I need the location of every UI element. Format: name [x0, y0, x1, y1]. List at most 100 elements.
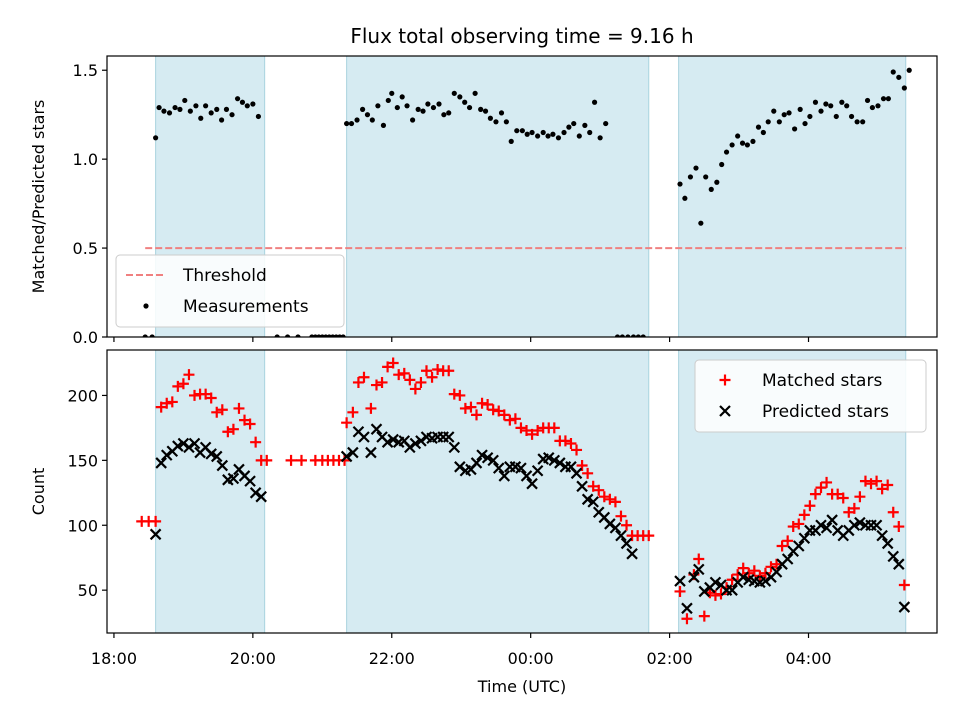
data-point — [493, 119, 499, 125]
data-point — [430, 104, 437, 111]
legend-box — [115, 254, 345, 328]
data-point — [744, 142, 750, 148]
data-point — [615, 529, 627, 542]
data-point — [348, 120, 355, 127]
y-tick-label: 1.5 — [73, 61, 98, 80]
data-point — [415, 106, 421, 112]
x-tick-label: 02:00 — [647, 649, 693, 668]
data-point — [809, 488, 821, 500]
data-point — [869, 104, 876, 111]
data-point — [504, 414, 516, 426]
data-point — [832, 488, 844, 500]
data-point — [177, 378, 189, 390]
data-point — [250, 436, 262, 448]
data-point — [771, 108, 777, 114]
data-point — [498, 470, 511, 482]
data-point — [409, 383, 421, 395]
data-point — [548, 422, 560, 434]
data-point — [609, 496, 621, 508]
data-point — [514, 128, 520, 134]
data-point — [681, 613, 693, 625]
data-point — [561, 129, 567, 136]
data-point — [587, 496, 599, 508]
data-point — [598, 491, 610, 503]
data-point — [432, 363, 444, 375]
data-point — [385, 97, 391, 104]
data-point — [172, 104, 178, 111]
data-point — [508, 138, 514, 144]
data-point — [382, 361, 394, 373]
data-point — [149, 528, 162, 541]
data-point — [177, 106, 183, 112]
data-point — [365, 402, 377, 414]
data-point — [843, 506, 855, 518]
data-point — [340, 450, 353, 463]
data-point — [597, 135, 603, 141]
data-point — [482, 108, 489, 114]
legend-box — [694, 359, 927, 433]
data-point — [415, 435, 427, 447]
data-point — [755, 124, 762, 130]
data-point — [526, 428, 538, 440]
data-point — [848, 113, 855, 120]
data-point — [759, 575, 772, 587]
data-point — [503, 119, 509, 125]
data-point — [630, 334, 637, 337]
data-point — [737, 562, 749, 574]
data-point — [604, 493, 616, 505]
data-point — [554, 457, 566, 469]
data-point — [687, 174, 694, 180]
data-point — [582, 122, 588, 128]
data-point — [182, 97, 188, 104]
data-point — [571, 444, 583, 456]
data-point — [404, 103, 410, 109]
data-point — [529, 129, 535, 136]
data-point — [540, 129, 546, 136]
data-point — [172, 380, 184, 392]
legend-label: Predicted stars — [762, 402, 889, 422]
data-point — [760, 129, 766, 136]
data-point — [515, 462, 527, 474]
data-point — [457, 94, 463, 100]
data-point — [765, 561, 777, 573]
data-point — [619, 334, 625, 337]
data-point — [470, 457, 483, 469]
data-point — [609, 522, 622, 534]
data-point — [887, 506, 899, 518]
data-point — [471, 409, 483, 421]
data-point — [216, 404, 228, 416]
data-point — [708, 186, 714, 192]
data-point — [448, 388, 460, 400]
legend-label: Matched stars — [762, 371, 882, 391]
data-point — [674, 575, 686, 587]
data-point — [519, 128, 525, 134]
data-point — [807, 113, 813, 120]
data-point — [786, 110, 792, 116]
data-point — [576, 480, 588, 493]
data-point — [375, 103, 381, 109]
data-point — [364, 112, 371, 118]
data-point — [156, 104, 162, 111]
legend-label: Threshold — [182, 266, 267, 286]
data-point — [347, 446, 359, 459]
data-point — [876, 483, 888, 495]
data-point — [782, 535, 794, 547]
data-point — [441, 112, 447, 118]
series-predicted-stars — [149, 423, 911, 615]
data-point — [559, 435, 571, 447]
data-point — [566, 124, 572, 130]
legend-swatch — [719, 374, 731, 386]
data-point — [425, 101, 431, 107]
ratio-panel: 0.0 0.5 1.0 1.5 Matched/Predicted stars Thres… — [29, 55, 938, 347]
data-point — [161, 397, 173, 409]
count-panel: 50 100 150 200 18:00 20:00 22:00 00:00 02:00 04:0… — [29, 349, 938, 668]
data-point — [448, 441, 461, 454]
y-tick-label: 50 — [78, 581, 98, 600]
data-point — [550, 131, 556, 137]
data-point — [398, 367, 410, 379]
data-point — [759, 567, 771, 579]
legend: Threshold Measurements — [115, 254, 345, 328]
data-point — [698, 610, 710, 622]
data-point — [340, 334, 346, 337]
